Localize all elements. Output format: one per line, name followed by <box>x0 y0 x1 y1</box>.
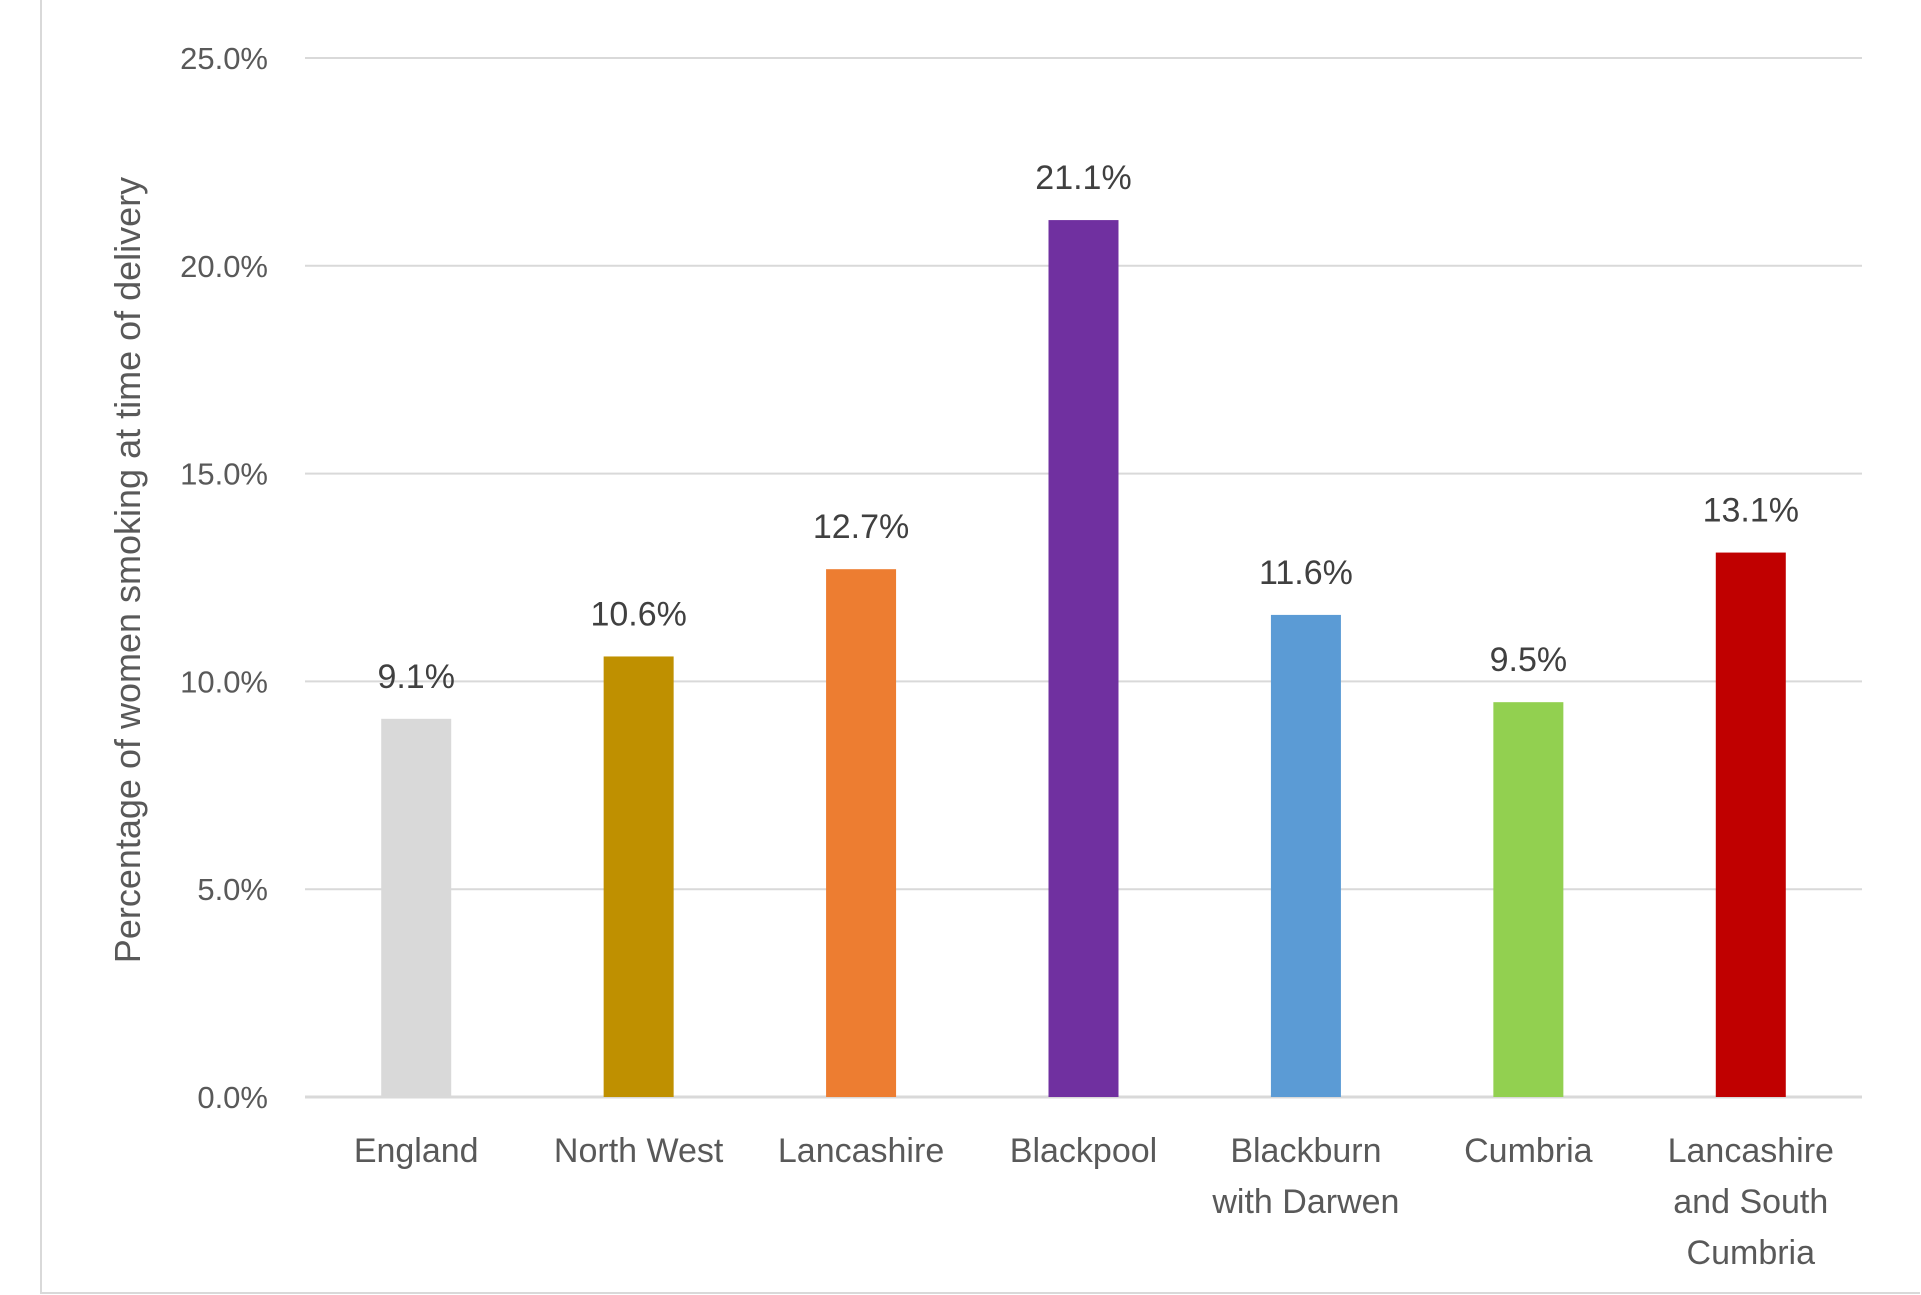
y-axis-title: Percentage of women smoking at time of d… <box>107 177 148 963</box>
y-tick-label: 5.0% <box>197 872 268 907</box>
data-label: 11.6% <box>1259 554 1353 592</box>
bar <box>1715 552 1786 1097</box>
data-label: 12.7% <box>813 508 909 546</box>
category-label: North West <box>554 1132 724 1170</box>
bar <box>826 569 897 1097</box>
data-label: 10.6% <box>590 595 686 633</box>
bar <box>603 656 674 1097</box>
category-label: Lancashire <box>778 1132 944 1170</box>
data-label: 9.1% <box>377 658 455 696</box>
category-label: Blackpool <box>1010 1132 1157 1170</box>
bar <box>1493 702 1564 1097</box>
y-axis-ticks: 0.0% 5.0% 10.0% 15.0% 20.0% 25.0% <box>180 41 268 1115</box>
bar <box>1048 220 1119 1098</box>
y-tick-label: 20.0% <box>180 249 268 284</box>
bar <box>1270 614 1341 1097</box>
category-label: Blackburn with Darwen <box>1211 1132 1399 1221</box>
chart-frame <box>40 0 1920 1294</box>
bars <box>381 220 1786 1098</box>
category-label: England <box>354 1132 479 1170</box>
category-labels: England North West Lancashire Blackpool Blac… <box>354 1132 1834 1272</box>
data-label: 13.1% <box>1703 492 1799 530</box>
y-tick-label: 10.0% <box>180 664 268 699</box>
bar <box>381 718 452 1097</box>
category-label: Lancashire and South Cumbria <box>1668 1132 1834 1272</box>
category-label: Cumbria <box>1464 1132 1593 1170</box>
data-label: 21.1% <box>1035 159 1131 197</box>
y-tick-label: 25.0% <box>180 41 268 76</box>
y-tick-label: 15.0% <box>180 457 268 492</box>
y-tick-label: 0.0% <box>197 1080 268 1115</box>
data-labels: 9.1% 10.6% 12.7% 21.1% 11.6% 9.5% 13.1% <box>377 159 1799 696</box>
data-label: 9.5% <box>1490 641 1568 679</box>
